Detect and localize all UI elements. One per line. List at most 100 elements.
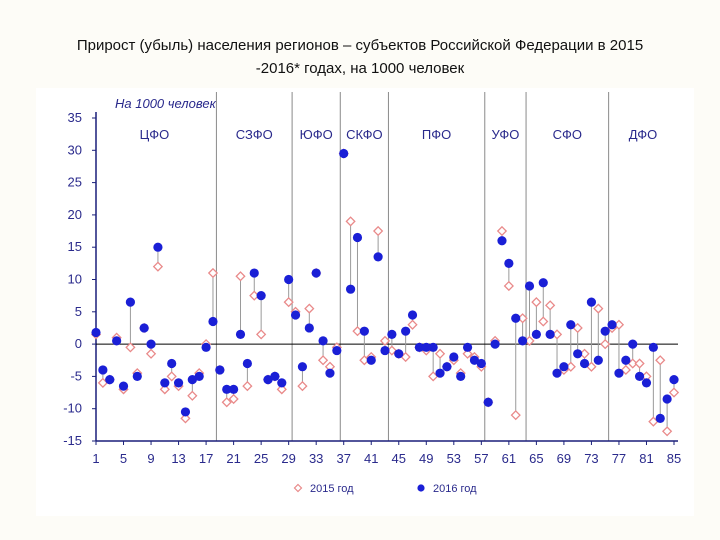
region-label: ЦФО <box>140 127 170 142</box>
legend-marker-2015 <box>293 483 303 493</box>
slide-title-line-1: Прирост (убыль) населения регионов – суб… <box>76 37 644 54</box>
point-2015 <box>668 387 680 398</box>
x-tick-label: 5 <box>120 451 127 466</box>
point-2016 <box>655 413 665 423</box>
point-2016 <box>634 371 645 381</box>
point-2016 <box>614 368 624 378</box>
point-2015 <box>235 271 246 282</box>
point-2016 <box>249 268 259 278</box>
point-2016 <box>222 384 232 394</box>
region-label: СФО <box>553 127 582 142</box>
point-2015 <box>620 364 631 376</box>
point-2015 <box>297 380 308 392</box>
y-tick-label: 20 <box>68 207 82 222</box>
point-2016 <box>662 394 672 404</box>
point-2016 <box>160 378 170 388</box>
point-2016 <box>201 342 211 352</box>
point-2016 <box>153 242 163 252</box>
point-2016 <box>270 371 280 381</box>
point-2015 <box>228 393 239 405</box>
point-2016 <box>98 365 108 375</box>
x-tick-label: 65 <box>529 451 543 466</box>
x-tick-label: 17 <box>199 451 213 466</box>
point-2016 <box>332 345 342 356</box>
region-label: УФО <box>492 127 520 142</box>
point-2016 <box>435 368 445 378</box>
x-tick-label: 9 <box>147 451 154 466</box>
point-2015 <box>180 413 191 424</box>
y-tick-label: 5 <box>75 304 82 319</box>
point-2016 <box>600 326 610 336</box>
point-2016 <box>545 329 555 340</box>
y-tick-label: 25 <box>68 175 82 190</box>
point-2016 <box>579 358 590 369</box>
point-2016 <box>524 281 535 291</box>
point-2015 <box>538 316 549 327</box>
x-tick-label: 57 <box>474 451 488 466</box>
legend-marker-2016 <box>417 484 425 492</box>
x-tick-label: 1 <box>92 451 99 466</box>
point-2015 <box>379 335 391 346</box>
region-label: ДФО <box>629 127 658 142</box>
y-tick-label: -15 <box>63 433 82 448</box>
point-2015 <box>145 348 157 359</box>
point-2015 <box>593 303 604 314</box>
point-2016 <box>112 336 122 346</box>
point-2015 <box>434 348 446 359</box>
region-label: ЮФО <box>300 127 333 142</box>
point-2016 <box>180 407 191 417</box>
point-2015 <box>496 225 508 237</box>
point-2016 <box>442 362 452 372</box>
point-2015 <box>317 355 329 366</box>
point-2015 <box>242 380 253 392</box>
x-tick-label: 81 <box>639 451 653 466</box>
y-tick-label: -5 <box>70 368 82 383</box>
x-tick-label: 77 <box>612 451 626 466</box>
point-2015 <box>462 348 473 359</box>
x-tick-label: 29 <box>281 451 295 466</box>
point-2015 <box>166 371 177 382</box>
point-2015 <box>159 384 170 395</box>
point-2016 <box>263 375 273 385</box>
x-tick-label: 53 <box>447 451 461 466</box>
point-2016 <box>483 397 493 407</box>
point-2016 <box>607 320 617 330</box>
point-2016 <box>194 371 204 381</box>
point-2016 <box>421 342 431 352</box>
point-2016 <box>462 342 473 352</box>
point-2016 <box>593 355 603 365</box>
point-2016 <box>407 310 418 320</box>
x-tick-label: 85 <box>667 451 681 466</box>
point-2016 <box>277 378 287 388</box>
point-2016 <box>146 339 156 349</box>
x-tick-label: 69 <box>557 451 571 466</box>
point-2016 <box>118 381 129 391</box>
slide-title: Прирост (убыль) населения регионов – суб… <box>20 34 700 80</box>
x-tick-label: 41 <box>364 451 378 466</box>
chart-panel: -15 -10 -5 0 5 10 15 20 25 30 35 1 5 9 13 17 21 25 29 33 37 4… <box>36 88 694 516</box>
x-tick-label: 73 <box>584 451 598 466</box>
point-2016 <box>621 355 631 365</box>
point-2015 <box>531 296 542 308</box>
point-2016 <box>325 368 335 378</box>
y-tick-label: 15 <box>68 239 82 254</box>
y-tick-label: 10 <box>68 272 82 287</box>
point-2016 <box>476 358 486 369</box>
point-2016 <box>380 345 390 356</box>
x-tick-label: 61 <box>502 451 516 466</box>
point-2016 <box>538 278 548 288</box>
x-tick-label: 49 <box>419 451 433 466</box>
point-2015 <box>256 329 267 340</box>
point-2016 <box>566 320 576 330</box>
point-2016 <box>490 339 500 349</box>
point-2016 <box>318 336 328 346</box>
y-tick-label: 0 <box>75 336 82 351</box>
point-2016 <box>359 326 369 336</box>
point-2015 <box>345 216 356 227</box>
point-2016 <box>504 258 514 268</box>
point-2015 <box>221 397 232 408</box>
point-2016 <box>469 355 480 365</box>
point-2016 <box>139 323 149 333</box>
point-2016 <box>648 342 658 352</box>
